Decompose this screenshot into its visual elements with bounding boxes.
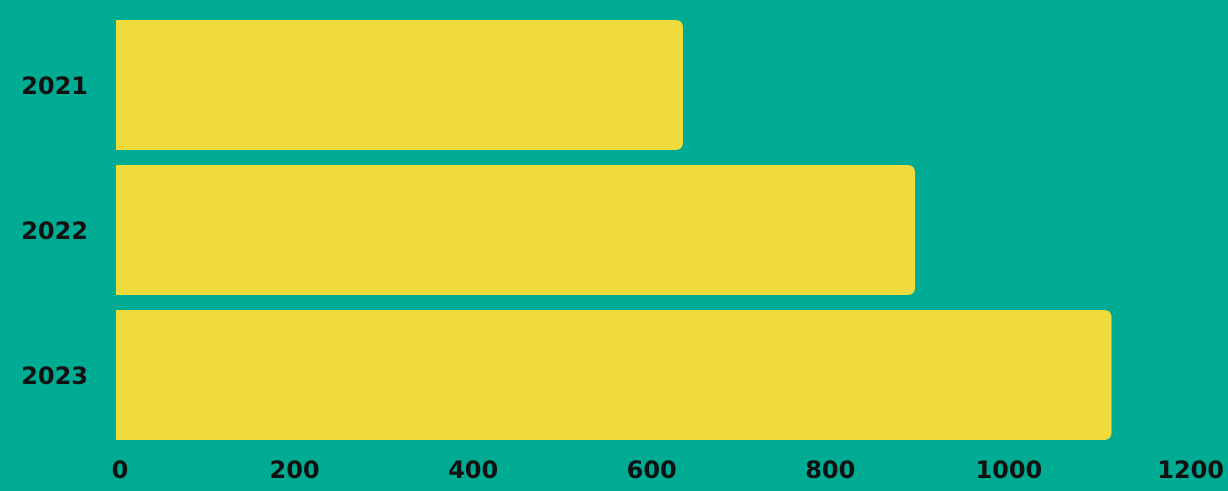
x-tick-label-400: 400 <box>448 456 498 484</box>
bars-layer <box>116 20 1112 440</box>
bar-2021 <box>116 20 683 150</box>
x-tick-label-800: 800 <box>805 456 855 484</box>
x-tick-label-0: 0 <box>112 456 129 484</box>
bar-2023 <box>116 310 1112 440</box>
category-label-2021: 2021 <box>21 72 88 100</box>
x-tick-label-1200: 1200 <box>1157 456 1224 484</box>
bar-2022 <box>116 165 916 295</box>
category-labels: 2021 2022 2023 <box>21 72 88 390</box>
category-label-2023: 2023 <box>21 362 88 390</box>
x-tick-label-200: 200 <box>270 456 320 484</box>
x-axis-ticks: 0 200 400 600 800 1000 1200 <box>112 456 1224 484</box>
category-label-2022: 2022 <box>21 217 88 245</box>
x-tick-label-600: 600 <box>627 456 677 484</box>
x-tick-label-1000: 1000 <box>975 456 1042 484</box>
